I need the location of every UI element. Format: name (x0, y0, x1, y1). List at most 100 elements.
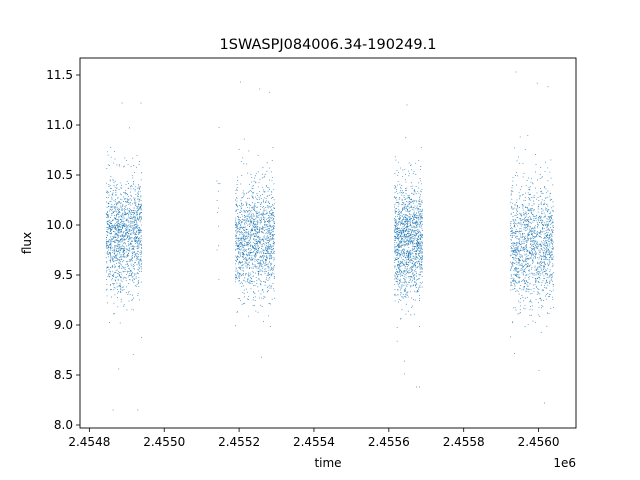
data-point (395, 197, 397, 199)
data-point (116, 248, 118, 250)
data-point (254, 300, 256, 301)
data-point (395, 278, 397, 280)
data-point (244, 248, 246, 250)
data-point (404, 282, 406, 284)
data-point (405, 193, 407, 195)
data-point (117, 208, 119, 210)
data-point (116, 225, 118, 227)
data-point (267, 187, 269, 188)
data-point (419, 242, 421, 244)
data-point (271, 239, 273, 240)
data-point (127, 233, 129, 235)
data-point (549, 199, 551, 201)
data-point (238, 228, 240, 230)
data-point (266, 186, 267, 188)
data-point (260, 239, 262, 241)
data-point (401, 251, 402, 253)
data-point (106, 247, 108, 248)
data-point (124, 238, 126, 240)
data-point (413, 274, 415, 276)
data-point (249, 211, 251, 213)
data-point (406, 268, 408, 270)
data-point (134, 223, 136, 225)
data-point (128, 212, 130, 214)
data-point (407, 257, 409, 258)
data-point (528, 212, 529, 214)
data-point (516, 238, 518, 239)
data-point (396, 245, 398, 247)
data-point (402, 169, 404, 171)
data-point (135, 214, 137, 216)
data-point (243, 254, 245, 256)
data-point (244, 237, 246, 239)
data-point (118, 229, 120, 231)
data-point (544, 214, 546, 216)
data-point (419, 271, 421, 273)
data-point (111, 207, 113, 209)
data-point (245, 258, 247, 260)
data-point (119, 212, 121, 214)
data-point (273, 273, 275, 275)
data-point (123, 196, 124, 198)
data-point (552, 263, 554, 265)
data-point (110, 180, 112, 182)
data-point (137, 216, 139, 218)
data-point (247, 233, 249, 235)
data-point (125, 232, 127, 233)
data-point (419, 210, 421, 212)
data-point (552, 280, 554, 282)
data-point (139, 219, 141, 221)
data-point (107, 203, 109, 204)
data-point (410, 240, 412, 242)
data-point (414, 274, 416, 276)
data-point (119, 218, 121, 220)
data-point (122, 236, 124, 237)
data-point (140, 206, 141, 208)
data-point (234, 325, 236, 327)
data-point (394, 244, 396, 246)
data-point (246, 241, 248, 243)
data-point (421, 189, 423, 190)
data-point (125, 206, 127, 208)
data-point (394, 231, 396, 233)
data-point (514, 233, 516, 235)
data-point (538, 200, 540, 202)
data-point (253, 247, 255, 249)
data-point (133, 279, 135, 280)
data-point (127, 294, 129, 295)
data-point (410, 206, 412, 208)
data-point (416, 212, 417, 214)
data-point (406, 292, 408, 294)
data-point (255, 223, 257, 225)
data-point (403, 235, 405, 237)
data-point (254, 247, 256, 249)
data-point (271, 255, 272, 257)
data-point (135, 216, 137, 218)
data-point (136, 154, 138, 156)
data-point (114, 266, 116, 268)
data-point (268, 220, 270, 222)
data-point (266, 212, 267, 214)
data-point (550, 255, 552, 257)
data-point (123, 235, 125, 237)
data-point (263, 271, 265, 273)
data-point (266, 228, 268, 230)
data-point (128, 238, 130, 240)
data-point (139, 191, 141, 193)
data-point (261, 256, 263, 258)
data-point (121, 273, 123, 275)
data-point (139, 213, 140, 215)
data-point (421, 210, 423, 212)
data-point (118, 241, 120, 243)
data-point (138, 231, 140, 233)
data-point (111, 225, 113, 227)
data-point (401, 296, 403, 298)
data-point (511, 231, 513, 232)
data-point (110, 200, 112, 202)
data-point (237, 270, 239, 272)
data-point (118, 165, 120, 167)
data-point (240, 231, 242, 233)
data-point (239, 216, 241, 218)
data-point (510, 191, 512, 193)
data-point (542, 269, 544, 271)
